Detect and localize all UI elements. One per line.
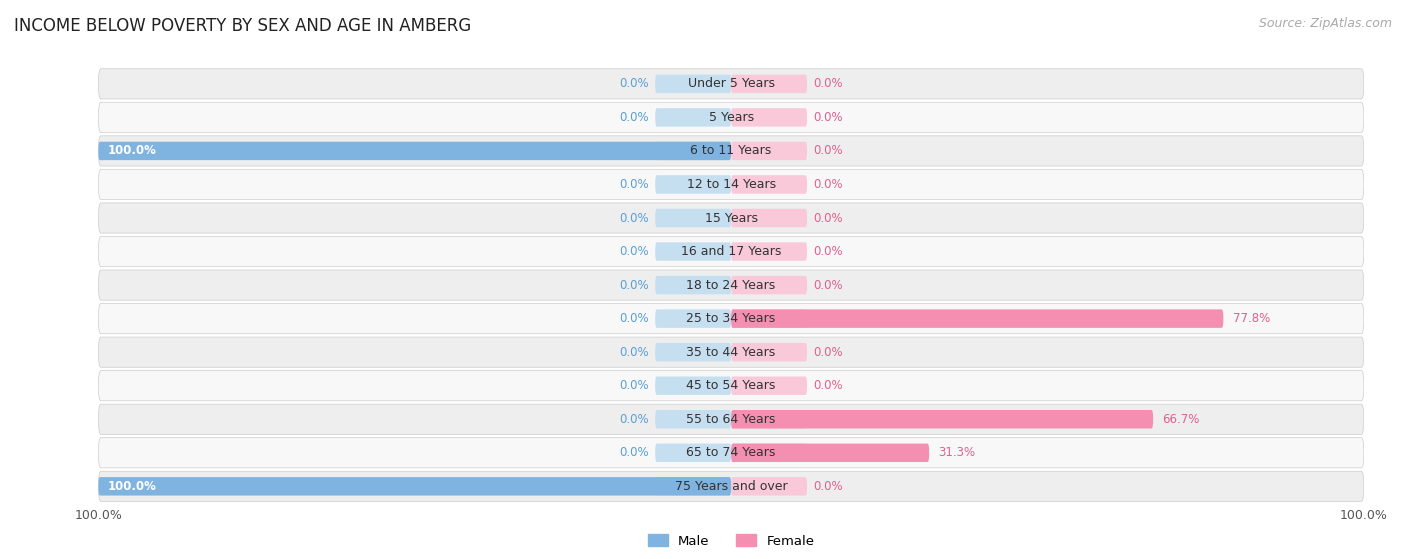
Text: 45 to 54 Years: 45 to 54 Years xyxy=(686,379,776,392)
Text: 0.0%: 0.0% xyxy=(813,345,844,359)
FancyBboxPatch shape xyxy=(98,102,1364,132)
Legend: Male, Female: Male, Female xyxy=(643,529,820,553)
Text: 0.0%: 0.0% xyxy=(619,77,648,91)
Text: 0.0%: 0.0% xyxy=(619,379,648,392)
FancyBboxPatch shape xyxy=(98,203,1364,233)
FancyBboxPatch shape xyxy=(731,444,929,462)
FancyBboxPatch shape xyxy=(731,477,807,496)
Text: 0.0%: 0.0% xyxy=(619,278,648,292)
FancyBboxPatch shape xyxy=(655,343,731,361)
FancyBboxPatch shape xyxy=(655,410,731,428)
FancyBboxPatch shape xyxy=(98,169,1364,200)
Text: 0.0%: 0.0% xyxy=(619,345,648,359)
FancyBboxPatch shape xyxy=(731,74,807,93)
Text: 0.0%: 0.0% xyxy=(619,178,648,191)
Text: 25 to 34 Years: 25 to 34 Years xyxy=(686,312,776,325)
Text: 5 Years: 5 Years xyxy=(709,111,754,124)
FancyBboxPatch shape xyxy=(731,410,1153,428)
FancyBboxPatch shape xyxy=(655,477,731,496)
Text: 16 and 17 Years: 16 and 17 Years xyxy=(681,245,782,258)
FancyBboxPatch shape xyxy=(731,343,807,361)
FancyBboxPatch shape xyxy=(98,69,1364,99)
FancyBboxPatch shape xyxy=(98,404,1364,434)
Text: 18 to 24 Years: 18 to 24 Years xyxy=(686,278,776,292)
FancyBboxPatch shape xyxy=(98,471,1364,501)
Text: 0.0%: 0.0% xyxy=(813,480,844,493)
FancyBboxPatch shape xyxy=(731,377,807,395)
Text: Source: ZipAtlas.com: Source: ZipAtlas.com xyxy=(1258,17,1392,30)
FancyBboxPatch shape xyxy=(731,243,807,260)
FancyBboxPatch shape xyxy=(98,236,1364,267)
FancyBboxPatch shape xyxy=(98,438,1364,468)
Text: 0.0%: 0.0% xyxy=(813,245,844,258)
FancyBboxPatch shape xyxy=(98,304,1364,334)
Text: 31.3%: 31.3% xyxy=(939,446,976,459)
Text: 75 Years and over: 75 Years and over xyxy=(675,480,787,493)
Text: 0.0%: 0.0% xyxy=(813,379,844,392)
Text: 100.0%: 100.0% xyxy=(108,144,157,158)
Text: 0.0%: 0.0% xyxy=(619,111,648,124)
FancyBboxPatch shape xyxy=(98,371,1364,401)
FancyBboxPatch shape xyxy=(731,444,807,462)
FancyBboxPatch shape xyxy=(655,310,731,328)
Text: 12 to 14 Years: 12 to 14 Years xyxy=(686,178,776,191)
FancyBboxPatch shape xyxy=(731,108,807,126)
Text: 0.0%: 0.0% xyxy=(619,245,648,258)
Text: 0.0%: 0.0% xyxy=(619,413,648,426)
Text: INCOME BELOW POVERTY BY SEX AND AGE IN AMBERG: INCOME BELOW POVERTY BY SEX AND AGE IN A… xyxy=(14,17,471,35)
Text: 0.0%: 0.0% xyxy=(619,211,648,225)
FancyBboxPatch shape xyxy=(731,276,807,294)
FancyBboxPatch shape xyxy=(98,477,731,496)
FancyBboxPatch shape xyxy=(98,337,1364,367)
Text: 100.0%: 100.0% xyxy=(108,480,157,493)
FancyBboxPatch shape xyxy=(98,270,1364,300)
Text: 55 to 64 Years: 55 to 64 Years xyxy=(686,413,776,426)
FancyBboxPatch shape xyxy=(655,74,731,93)
Text: 0.0%: 0.0% xyxy=(813,278,844,292)
Text: 6 to 11 Years: 6 to 11 Years xyxy=(690,144,772,158)
Text: 0.0%: 0.0% xyxy=(619,446,648,459)
FancyBboxPatch shape xyxy=(731,310,807,328)
FancyBboxPatch shape xyxy=(98,141,731,160)
Text: 15 Years: 15 Years xyxy=(704,211,758,225)
FancyBboxPatch shape xyxy=(98,136,1364,166)
Text: 77.8%: 77.8% xyxy=(1233,312,1270,325)
FancyBboxPatch shape xyxy=(655,243,731,260)
Text: 66.7%: 66.7% xyxy=(1163,413,1199,426)
Text: 65 to 74 Years: 65 to 74 Years xyxy=(686,446,776,459)
Text: 0.0%: 0.0% xyxy=(813,178,844,191)
Text: 0.0%: 0.0% xyxy=(619,312,648,325)
FancyBboxPatch shape xyxy=(655,175,731,193)
FancyBboxPatch shape xyxy=(731,310,1223,328)
FancyBboxPatch shape xyxy=(731,175,807,193)
FancyBboxPatch shape xyxy=(655,108,731,126)
FancyBboxPatch shape xyxy=(731,410,807,428)
FancyBboxPatch shape xyxy=(655,209,731,227)
FancyBboxPatch shape xyxy=(655,276,731,294)
FancyBboxPatch shape xyxy=(655,444,731,462)
Text: 35 to 44 Years: 35 to 44 Years xyxy=(686,345,776,359)
Text: 0.0%: 0.0% xyxy=(813,111,844,124)
FancyBboxPatch shape xyxy=(731,141,807,160)
FancyBboxPatch shape xyxy=(731,209,807,227)
FancyBboxPatch shape xyxy=(655,141,731,160)
Text: 0.0%: 0.0% xyxy=(813,211,844,225)
Text: Under 5 Years: Under 5 Years xyxy=(688,77,775,91)
FancyBboxPatch shape xyxy=(655,377,731,395)
Text: 0.0%: 0.0% xyxy=(813,77,844,91)
Text: 0.0%: 0.0% xyxy=(813,144,844,158)
